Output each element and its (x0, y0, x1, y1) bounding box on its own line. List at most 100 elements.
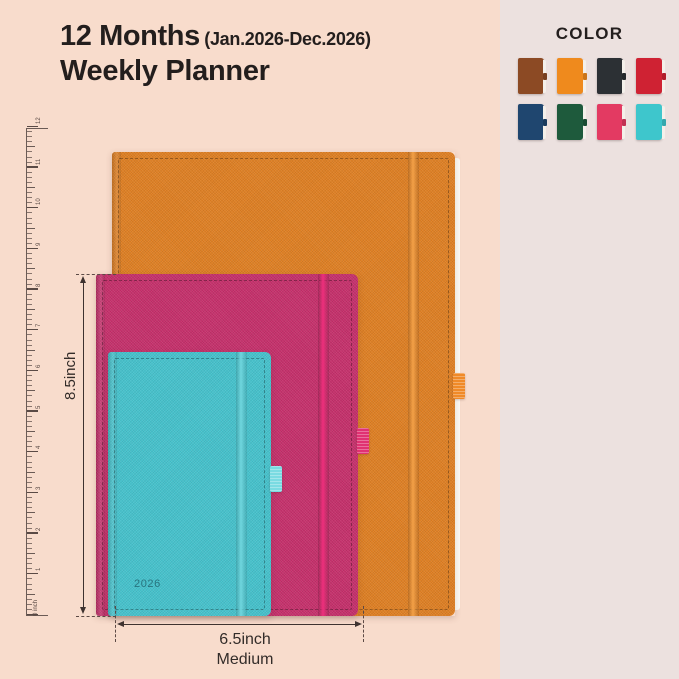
ruler-tick (27, 385, 32, 387)
pink-planner-elastic (318, 274, 329, 616)
ruler-tick (27, 217, 32, 219)
color-swatch-red[interactable] (633, 58, 667, 94)
ruler-tick (27, 359, 32, 361)
swatch-book-navy-blue (517, 104, 547, 140)
ruler-number: 10 (36, 198, 42, 206)
ruler-tick (27, 334, 32, 336)
ruler-tick (27, 405, 32, 407)
ruler-tick (27, 593, 35, 595)
ruler-tick (27, 446, 32, 448)
ruler-tick (27, 369, 38, 371)
title-date-range: (Jan.2026-Dec.2026) (204, 29, 371, 49)
color-swatch-dark-green[interactable] (554, 104, 588, 140)
swatch-book-red (636, 58, 665, 94)
year-stamp: 2026 (134, 578, 161, 590)
ruler-tick (27, 263, 32, 265)
ruler-tick (27, 319, 32, 321)
ruler-tick (27, 314, 32, 316)
ruler-tick (27, 512, 35, 514)
ruler-number: 5 (36, 405, 42, 409)
ruler-tick (27, 431, 35, 432)
ruler-tick (27, 410, 38, 412)
ruler-number: 12 (36, 117, 42, 124)
ruler-tick (27, 364, 32, 366)
height-guide-bottom (76, 616, 116, 617)
ruler-tick (27, 339, 32, 341)
ruler-tick (27, 441, 32, 443)
color-swatch-navy-blue[interactable] (514, 104, 548, 140)
ruler-tick (27, 603, 32, 605)
width-label: 6.5inch Medium (110, 630, 380, 670)
height-guide-top (76, 274, 116, 275)
ruler-tick (27, 258, 32, 260)
width-arrow-right (355, 621, 362, 627)
ruler-number: 8 (36, 283, 42, 287)
ruler-tick (27, 222, 32, 224)
ruler-tick (27, 227, 35, 229)
ruler-tick (27, 497, 32, 499)
ruler-tick (27, 344, 32, 346)
title-weekly-planner: Weekly Planner (60, 55, 270, 87)
ruler-tick (27, 166, 38, 168)
ruler-tick (27, 131, 32, 133)
ruler-tick (27, 476, 32, 478)
ruler-tick (27, 151, 32, 153)
ruler-tick (27, 283, 32, 285)
ruler-tick (27, 212, 32, 214)
width-guide-left (115, 606, 116, 642)
ruler-tick (27, 415, 32, 417)
ruler-tick (27, 202, 32, 204)
color-swatch-orange[interactable] (554, 58, 588, 94)
ruler-tick (27, 197, 32, 199)
ruler-number: 2 (36, 527, 42, 531)
color-swatch-turquoise[interactable] (633, 104, 667, 140)
ruler-tick (27, 161, 32, 163)
ruler-tick (27, 156, 32, 158)
swatch-book-dark-green (557, 104, 586, 140)
ruler-tick (27, 461, 32, 463)
ruler-tick (27, 171, 32, 173)
ruler-tick (27, 181, 32, 183)
height-label: 8.5inch (62, 351, 79, 400)
ruler-tick (27, 517, 32, 519)
ruler-tick (27, 547, 32, 549)
color-swatch-black[interactable] (593, 58, 627, 94)
page-title: 12 Months (Jan.2026-Dec.2026) Weekly Pla… (60, 20, 371, 88)
color-swatch-pink[interactable] (593, 104, 627, 140)
ruler-number: 4 (36, 446, 42, 450)
ruler-tick (27, 563, 32, 565)
ruler-tick (27, 436, 32, 438)
ruler-tick (27, 400, 32, 402)
ruler-number: 6 (36, 364, 42, 368)
ruler-tick (27, 507, 32, 509)
ruler-number: 11 (36, 158, 42, 165)
ruler-tick (27, 553, 35, 554)
color-panel: COLOR 6.1″ (500, 0, 679, 679)
pink-planner-spine (96, 274, 105, 616)
width-dimension-line (119, 624, 359, 626)
color-swatch-grid (514, 58, 666, 140)
ruler-tick (27, 253, 32, 255)
ruler-tick (27, 558, 32, 560)
ruler-tick (27, 298, 32, 300)
ruler-tick (27, 486, 32, 488)
ruler-tick (27, 420, 32, 422)
turquoise-planner: 2026 (108, 352, 271, 616)
ruler-tick (27, 527, 32, 529)
ruler-tick (27, 456, 32, 458)
ruler-tick (27, 522, 32, 524)
width-guide-right (363, 606, 364, 642)
ruler-tick (27, 232, 32, 234)
turquoise-planner-cover: 2026 (108, 352, 271, 616)
ruler-tick (27, 588, 32, 590)
inch-ruler: 1 2 3 4 5 6 7 8 9 10 11 12 0 inch (26, 117, 48, 616)
ruler-tick (27, 532, 38, 534)
color-swatch-brown[interactable] (514, 58, 548, 94)
size-name: Medium (216, 651, 274, 668)
ruler-tick (27, 613, 38, 615)
ruler-tick (27, 380, 32, 382)
ruler-tick (27, 268, 35, 270)
ruler-tick (27, 481, 32, 483)
height-arrow-down (80, 607, 86, 614)
